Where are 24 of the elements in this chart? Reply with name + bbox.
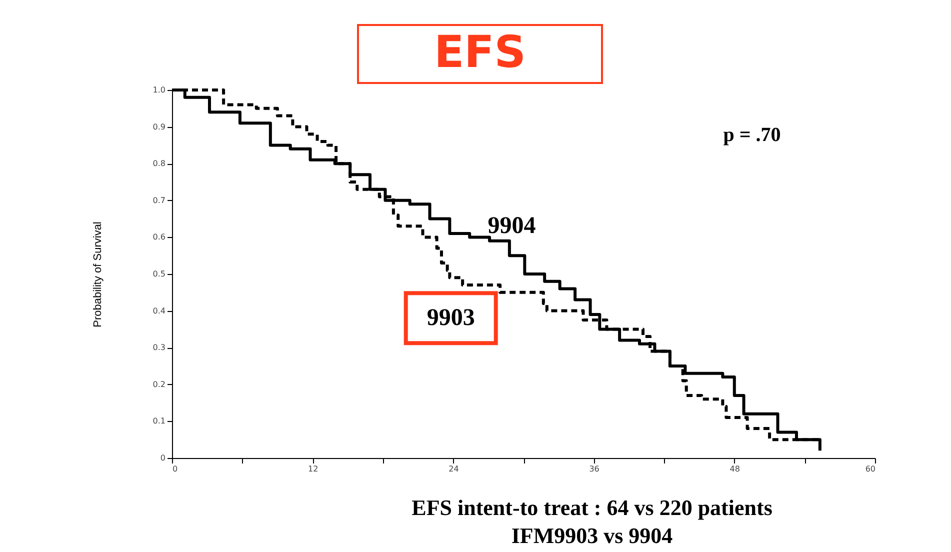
- annotation: p = .70: [723, 124, 781, 146]
- y-tick-label: 0.2: [152, 380, 166, 389]
- x-tick-label: 60: [865, 464, 876, 474]
- y-tick-label: 0.3: [152, 343, 166, 352]
- y-tick-label: 0: [160, 454, 166, 462]
- y-tick-label: 0.8: [152, 159, 166, 168]
- y-tick-label: 0.5: [152, 270, 166, 278]
- y-tick-label: 0.1: [152, 416, 166, 426]
- text: EFS intent-to treat : 64 vs 220 patients: [412, 495, 773, 520]
- x-tick-label: 36: [589, 464, 600, 474]
- x-tick-label: 24: [448, 464, 459, 474]
- y-tick-label: 0.9: [152, 122, 166, 132]
- y-axis-title: Probability of Survival: [92, 222, 104, 328]
- text: IFM9903 vs 9904: [511, 523, 673, 548]
- x-tick-label: 12: [308, 464, 318, 474]
- y-tick-label: 0.7: [152, 196, 166, 205]
- y-tick-label: 0.4: [152, 306, 166, 316]
- y-tick-label: 1.0: [152, 86, 166, 94]
- x-tick-label: 0: [172, 464, 178, 474]
- series-label: 9904: [488, 213, 536, 240]
- x-tick-label: 48: [730, 464, 740, 474]
- chart-title: EFS: [434, 27, 526, 78]
- y-tick-label: 0.6: [152, 232, 166, 242]
- series-label: 9903: [426, 305, 475, 332]
